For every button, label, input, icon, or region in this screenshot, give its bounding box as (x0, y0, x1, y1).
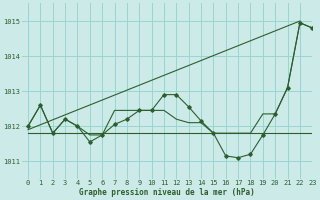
X-axis label: Graphe pression niveau de la mer (hPa): Graphe pression niveau de la mer (hPa) (79, 188, 255, 197)
